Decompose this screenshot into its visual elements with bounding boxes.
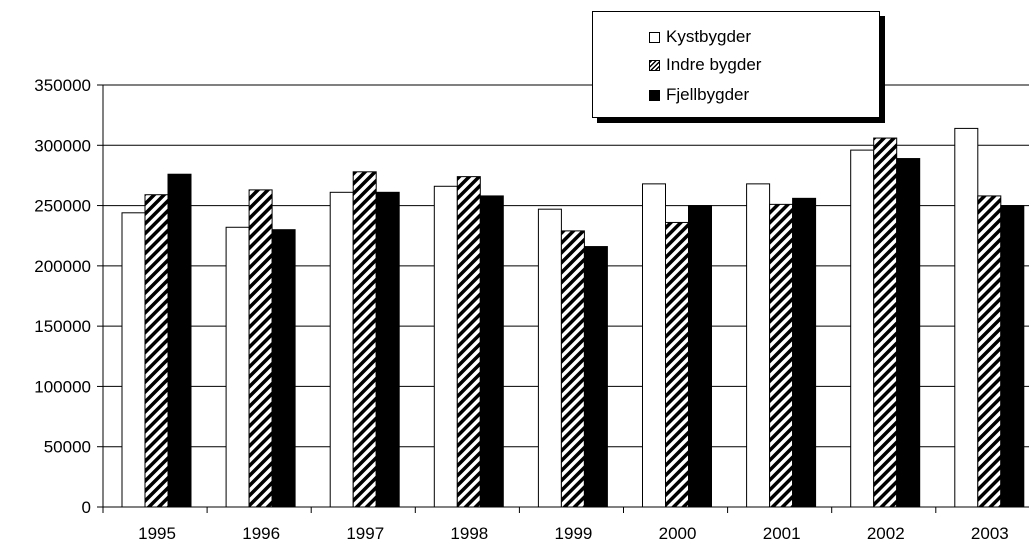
tick-labels: 0 50000 100000 150000 200000 250000 300000 3500… (34, 76, 1008, 543)
bar-kystbygder-2003 (954, 127, 979, 508)
legend: Kystbygder Indre bygder Fjellbygder (592, 11, 880, 118)
x-tick-label: 2003 (971, 524, 1009, 543)
bar-fjellbygder-1996 (271, 229, 296, 508)
y-tick-label: 300000 (34, 136, 91, 155)
x-tick-label: 2001 (763, 524, 801, 543)
bars (121, 127, 1025, 508)
x-tick-label: 1999 (555, 524, 593, 543)
bar-fjellbygder-1998 (479, 195, 504, 508)
bar-fjellbygder-2003 (1000, 205, 1025, 508)
legend-label: Indre bygder (666, 55, 762, 74)
bar-kystbygder-1996 (225, 226, 250, 508)
bar-indre-bygder-1997 (352, 171, 377, 508)
legend-item-kystbygder: Kystbygder (649, 26, 751, 48)
bar-fjellbygder-2000 (688, 205, 712, 508)
bar-fjellbygder-1999 (583, 246, 608, 508)
y-tick-label: 350000 (34, 76, 91, 95)
bar-fjellbygder-2001 (792, 197, 817, 508)
legend-swatch-white (649, 31, 660, 43)
bar-indre-bygder-1996 (248, 189, 273, 508)
bar-indre-bygder-2000 (665, 221, 689, 508)
x-tick-label: 1997 (346, 524, 384, 543)
bar-indre-bygder-2003 (977, 195, 1002, 508)
bar-fjellbygder-1997 (375, 191, 400, 508)
bar-kystbygder-2001 (746, 183, 771, 508)
y-tick-label: 250000 (34, 197, 91, 216)
x-tick-label: 2002 (867, 524, 905, 543)
y-tick-label: 200000 (34, 257, 91, 276)
bar-kystbygder-1995 (121, 212, 146, 508)
bar-indre-bygder-2002 (873, 137, 898, 508)
legend-item-indre-bygder: Indre bygder (649, 54, 761, 76)
bar-indre-bygder-1995 (144, 194, 169, 508)
bar-fjellbygder-1995 (167, 173, 192, 508)
x-tick-label: 1996 (242, 524, 280, 543)
bar-kystbygder-1998 (433, 185, 458, 508)
x-tick-label: 2000 (659, 524, 697, 543)
bar-kystbygder-2000 (642, 183, 666, 508)
bar-fjellbygder-2002 (896, 158, 921, 508)
legend-item-fjellbygder: Fjellbygder (649, 84, 749, 106)
bar-indre-bygder-1999 (560, 230, 585, 508)
x-tick-label: 1995 (138, 524, 176, 543)
legend-label: Kystbygder (666, 27, 752, 46)
bar-kystbygder-1999 (537, 208, 562, 508)
y-tick-label: 100000 (34, 377, 91, 396)
legend-swatch-black (649, 89, 660, 101)
bar-kystbygder-1997 (329, 191, 354, 508)
legend-swatch-hatched (649, 59, 660, 71)
bar-kystbygder-2002 (850, 149, 875, 508)
bar-indre-bygder-2001 (769, 203, 794, 508)
y-tick-label: 150000 (34, 317, 91, 336)
y-tick-label: 50000 (44, 438, 91, 457)
x-tick-label: 1998 (450, 524, 488, 543)
y-tick-label: 0 (82, 498, 91, 517)
legend-label: Fjellbygder (666, 85, 750, 104)
bar-indre-bygder-1998 (456, 176, 481, 508)
